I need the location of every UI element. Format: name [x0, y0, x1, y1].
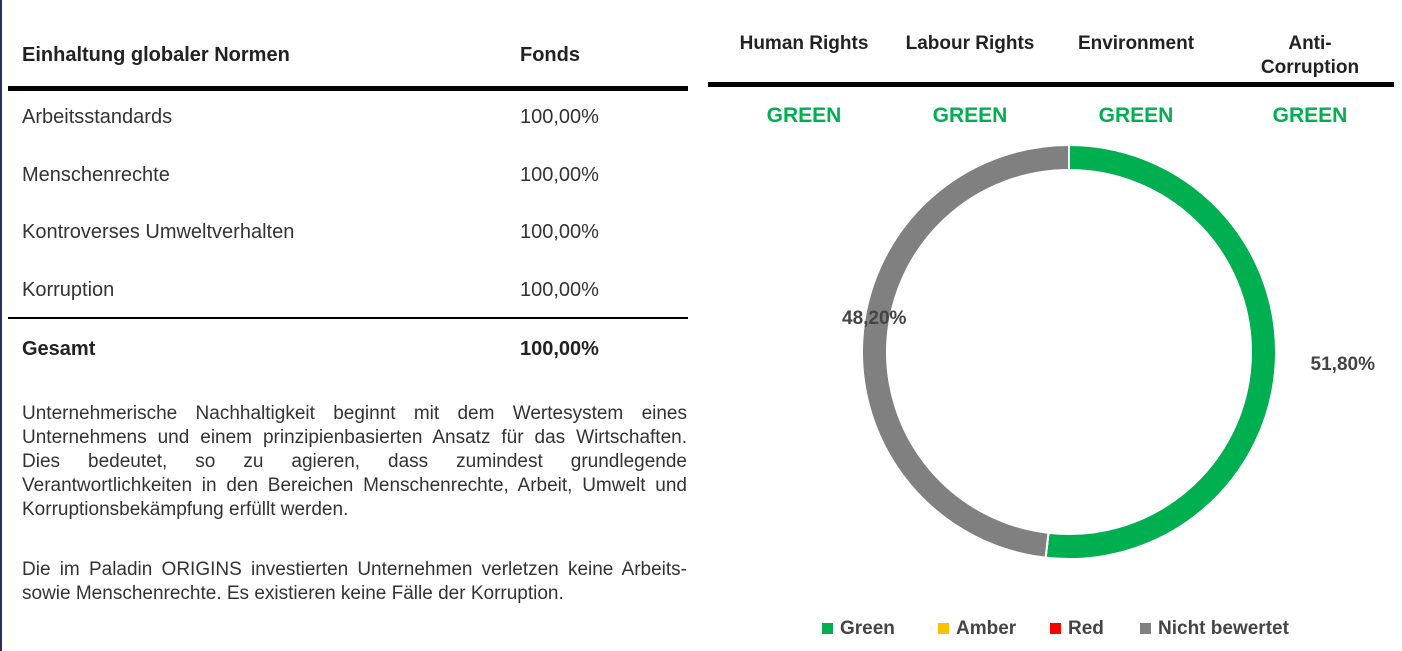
norm-status: GREEN	[1098, 104, 1174, 127]
row-label: Kontroverses Umweltverhalten	[22, 221, 295, 243]
legend-swatch	[938, 623, 949, 634]
data-label: 51,80%	[1311, 354, 1376, 375]
total-value: 100,00%	[520, 338, 599, 360]
legend-label: Green	[840, 618, 895, 639]
norm-header: Environment	[1077, 33, 1195, 54]
row-value: 100,00%	[520, 163, 599, 186]
norm-header: Human Rights	[739, 33, 869, 54]
paragraph: Unternehmerische Nachhaltigkeit beginnt …	[22, 403, 687, 520]
donut-segment	[1044, 143, 1277, 560]
row-label: Korruption	[22, 278, 115, 301]
norm-status: GREEN	[932, 104, 1008, 127]
table-header: Einhaltung globaler Normen	[22, 44, 290, 66]
legend-swatch	[1050, 623, 1061, 634]
row-label: Menschenrechte	[22, 163, 170, 186]
row-value: 100,00%	[520, 106, 599, 128]
norm-status: GREEN	[766, 104, 842, 127]
norm-status: GREEN	[1272, 104, 1348, 127]
donut-chart: 51,80% 48,20% Green Amber Red Nicht bewertet	[822, 143, 1376, 639]
edge	[0, 0, 2, 651]
norms-rule	[708, 82, 1394, 87]
row-value: 100,00%	[520, 278, 599, 301]
row-value: 100,00%	[520, 221, 599, 243]
norm-header: Labour Rights	[905, 33, 1035, 54]
donut-segment	[861, 143, 1070, 559]
legend-label: Red	[1068, 618, 1104, 639]
legend-label: Amber	[956, 618, 1017, 639]
table-header: Fonds	[520, 44, 580, 66]
legend-label: Nicht bewertet	[1158, 618, 1290, 639]
total-label: Gesamt	[22, 338, 96, 360]
header-rule	[8, 86, 688, 91]
norm-header: Anti-Corruption	[1260, 33, 1360, 78]
legend-swatch	[1140, 623, 1151, 634]
paragraph: Die im Paladin ORIGINS investierten Unte…	[22, 559, 687, 604]
legend-swatch	[822, 623, 833, 634]
data-label: 48,20%	[842, 308, 907, 329]
total-rule	[8, 317, 688, 319]
row-label: Arbeitsstandards	[22, 106, 173, 128]
